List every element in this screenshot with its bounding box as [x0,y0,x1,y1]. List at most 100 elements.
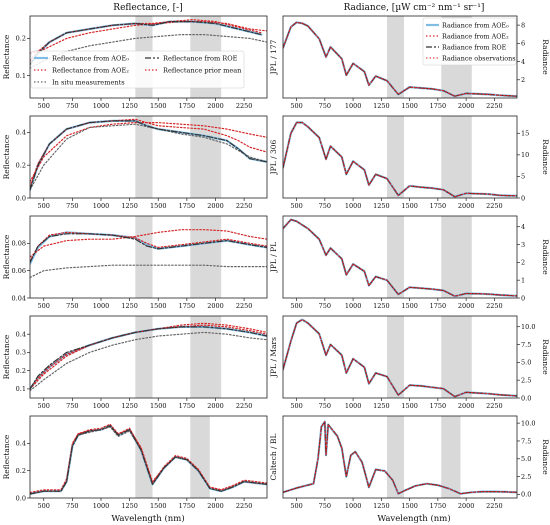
x-tick-label-750: 750 [319,302,331,310]
series-line-prior [30,21,267,54]
y-axis-label: Reflectance [2,34,11,79]
y-axis-label: Reflectance [2,334,11,379]
x-tick-label-500: 500 [38,202,50,210]
y-axis-label: Reflectance [2,134,11,179]
x-tick-label-1750: 1750 [430,202,447,210]
x-tick-label-1750: 1750 [179,402,196,410]
y-tick-label: 0.3 [16,349,26,357]
y-tick-label: 0.2 [16,162,26,170]
row-label: JPL / Mars [269,337,278,378]
shaded-band-2 [441,216,472,298]
legend-label-prior: Reflectance prior mean [163,66,242,74]
y-tick-label: 7.5 [521,341,531,349]
x-tick-label-1500: 1500 [150,402,167,410]
x-tick-label-1000: 1000 [93,202,110,210]
plot-frame [282,215,518,299]
x-tick-label-750: 750 [319,502,331,510]
x-tick-label-2000: 2000 [207,402,224,410]
x-tick-label-2000: 2000 [458,302,475,310]
y-axis-label: Radiance [541,239,550,275]
x-tick-label-750: 750 [66,502,78,510]
reflectance-panel-1: 500 750 1000 1250 1500 1750 2000 2250 0.1 0.2 Refl… [2,15,268,110]
y-tick-label: 5 [521,173,525,181]
x-tick-label-750: 750 [66,302,78,310]
legend-label-aoe2: Radiance from AOE₂ [442,32,509,40]
plot-frame [29,415,268,499]
x-tick-label-1000: 1000 [345,202,362,210]
y-axis-label: Radiance [541,439,550,475]
x-tick-label-1250: 1250 [373,502,390,510]
y-axis-label: Radiance [541,139,550,175]
legend-label-roe: Reflectance from ROE [163,54,238,62]
radiance-panel-4: 500 750 1000 1250 1500 1750 2000 2250 0.0 2.5 5.0 7… [269,315,550,410]
x-tick-label-1750: 1750 [430,502,447,510]
shaded-band-1 [387,216,404,298]
series-group [283,420,517,495]
x-tick-label-2000: 2000 [458,102,475,110]
series-group [30,229,267,279]
shaded-band-2 [441,316,472,398]
x-tick-label-1750: 1750 [430,402,447,410]
y-tick-label: 0.0 [16,194,26,202]
series-group [283,218,517,298]
x-tick-label-1250: 1250 [373,102,390,110]
x-tick-label-500: 500 [290,502,302,510]
series-group [30,322,267,392]
x-tick-label-2000: 2000 [458,502,475,510]
y-tick-label: 2 [521,259,525,267]
reflectance-panel-2: 500 750 1000 1250 1500 1750 2000 2250 0.0 0.2 0.4 R… [2,115,268,210]
series-line-roe [30,326,267,390]
shaded-band-2 [190,316,222,398]
x-tick-label-2250: 2250 [486,202,503,210]
y-tick-label: 2.5 [521,376,531,384]
reflectance-panel-4: 500 750 1000 1250 1500 1750 2000 2250 0.1 0.2 0.3 0… [2,315,268,410]
x-tick-label-1500: 1500 [150,502,167,510]
legend-box [30,50,245,89]
y-tick-label: 5.0 [521,455,531,463]
left-column-title: Reflectance, [-] [113,3,182,13]
panels: 500 750 1000 1250 1500 1750 2000 2250 0.1 0.2 Refl… [2,15,550,510]
x-tick-label-2250: 2250 [486,502,503,510]
x-tick-label-2250: 2250 [236,102,253,110]
shaded-band-1 [387,316,404,398]
series-line-roe [30,233,267,264]
x-tick-label-750: 750 [319,402,331,410]
reflectance-panel-5: 500 750 1000 1250 1500 1750 2000 2250 0.0 0.2 0.4 R… [2,415,268,510]
plot-frame [282,15,518,99]
series-line-obs [283,121,517,198]
series-group [30,423,267,495]
series-line-roe [283,21,517,97]
x-tick-label-1000: 1000 [345,102,362,110]
legend-box [422,17,517,66]
y-tick-label: 0.08 [12,240,26,248]
series-group [283,318,517,398]
x-tick-label-2000: 2000 [207,102,224,110]
series-line-insitu [30,331,267,392]
x-tick-label-1500: 1500 [401,202,418,210]
x-tick-label-1750: 1750 [430,102,447,110]
shaded-band-1 [135,116,153,198]
legend-label-aoe0: Radiance from AOE₀ [442,21,509,29]
y-tick-label: 0.0 [16,494,26,502]
y-tick-label: 15 [521,130,529,138]
x-tick-label-750: 750 [319,102,331,110]
series-line-aoe2 [30,231,267,262]
y-tick-label: 0.0 [521,394,531,402]
radiance-panel-2: 500 750 1000 1250 1500 1750 2000 2250 0 5 10 15 JPL … [269,115,550,210]
x-tick-label-2250: 2250 [236,402,253,410]
y-axis-label: Reflectance [2,434,11,479]
right-x-axis-label: Wavelength (nm) [377,513,450,524]
y-tick-label: 10 [521,151,529,159]
radiance-panel-3: 500 750 1000 1250 1500 1750 2000 2250 0 1 2 3 4 JPL /… [269,215,550,310]
x-tick-label-2250: 2250 [486,102,503,110]
y-tick-label: 0.1 [16,385,26,393]
y-tick-label: 0.2 [16,35,26,43]
x-tick-label-2250: 2250 [236,502,253,510]
x-tick-label-1500: 1500 [150,202,167,210]
x-tick-label-500: 500 [290,402,302,410]
x-tick-label-500: 500 [290,102,302,110]
series-line-roe [30,120,267,191]
shaded-band-1 [135,316,153,398]
left-x-axis-label: Wavelength (nm) [111,513,184,524]
